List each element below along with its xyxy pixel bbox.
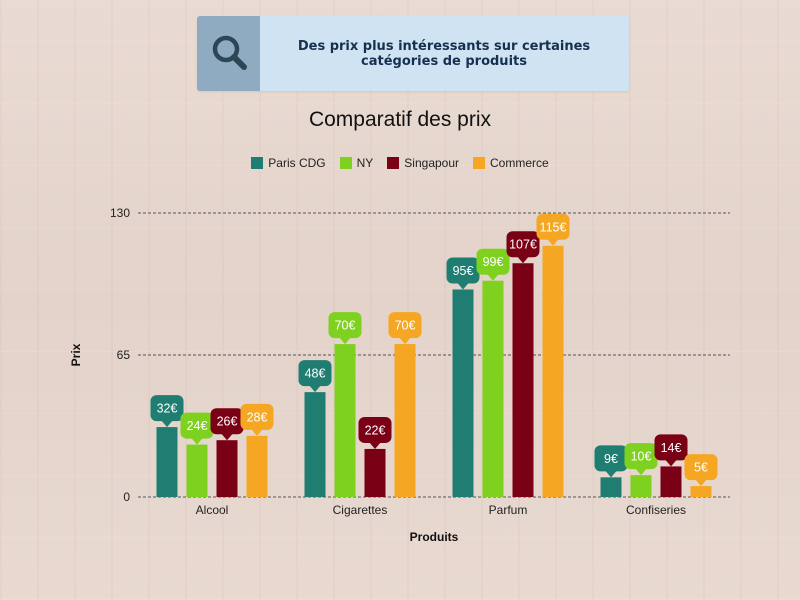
- data-label: 115€: [540, 220, 567, 234]
- data-label: 28€: [247, 410, 268, 424]
- data-label-pointer: [547, 238, 559, 246]
- chart-title: Comparatif des prix: [308, 108, 492, 131]
- data-label-bubble: [476, 248, 510, 275]
- data-label-pointer: [517, 256, 529, 264]
- data-label-pointer: [251, 428, 263, 436]
- bar: [660, 466, 682, 497]
- data-label-pointer: [695, 479, 707, 487]
- data-label-pointer: [191, 437, 203, 445]
- data-label-bubble: [624, 443, 658, 470]
- bar: [364, 448, 386, 497]
- bar: [600, 477, 622, 497]
- banner-icon-box: [197, 16, 260, 91]
- y-axis-title: Prix: [69, 343, 83, 366]
- legend-label: Paris CDG: [268, 156, 326, 170]
- legend-label: Singapour: [404, 156, 460, 170]
- legend-swatch: [473, 157, 486, 169]
- legend-item-paris-cdg[interactable]: Paris CDG: [251, 156, 326, 170]
- bar: [304, 392, 326, 497]
- data-label: 10€: [631, 450, 652, 464]
- data-label: 5€: [694, 461, 708, 475]
- bar: [542, 245, 564, 497]
- chart-legend: Paris CDG NY Singapour Commerce: [0, 156, 800, 170]
- banner-text: Des prix plus intéressants sur certaines…: [297, 38, 591, 69]
- data-label-pointer: [487, 273, 499, 281]
- data-label: 48€: [305, 367, 326, 381]
- data-label-bubble: [594, 445, 628, 472]
- data-label: 107€: [509, 238, 537, 252]
- data-label: 32€: [157, 402, 178, 416]
- data-label: 22€: [365, 423, 386, 437]
- bar: [394, 344, 416, 497]
- bar: [690, 486, 712, 497]
- y-tick-label: 130: [110, 206, 130, 220]
- bar: [246, 435, 268, 497]
- data-label: 24€: [187, 419, 208, 433]
- data-label-pointer: [665, 459, 677, 467]
- y-tick-label: 65: [117, 348, 131, 362]
- data-label-bubble: [240, 403, 274, 430]
- data-label-pointer: [309, 385, 321, 393]
- data-label: 70€: [335, 319, 356, 333]
- data-label-pointer: [399, 337, 411, 345]
- data-label-bubble: [684, 454, 718, 481]
- data-label-pointer: [457, 282, 469, 290]
- data-label-pointer: [221, 433, 233, 441]
- x-axis-title: Produits: [410, 530, 459, 544]
- data-label: 14€: [661, 441, 682, 455]
- bar: [186, 444, 208, 497]
- bar: [452, 289, 474, 497]
- x-tick-label: Alcool: [196, 503, 229, 517]
- data-label-pointer: [339, 337, 351, 345]
- data-label-pointer: [369, 441, 381, 449]
- legend-swatch: [387, 157, 400, 169]
- legend-swatch: [339, 157, 352, 169]
- bar: [630, 475, 652, 497]
- y-tick-label: 0: [123, 490, 130, 504]
- data-label-bubble: [536, 213, 570, 240]
- data-label-bubble: [180, 412, 214, 439]
- data-label-bubble: [328, 312, 362, 339]
- data-label: 9€: [604, 452, 618, 466]
- data-label-bubble: [298, 360, 332, 387]
- data-label-pointer: [161, 420, 173, 428]
- legend-item-singapour[interactable]: Singapour: [387, 156, 459, 170]
- data-label-bubble: [506, 231, 540, 258]
- x-tick-label: Cigarettes: [333, 503, 388, 517]
- info-banner: Des prix plus intéressants sur certaines…: [197, 16, 629, 91]
- data-label: 70€: [395, 319, 416, 333]
- data-label-pointer: [605, 470, 617, 478]
- data-label: 99€: [483, 255, 504, 269]
- x-tick-label: Parfum: [489, 503, 528, 517]
- bar: [216, 440, 238, 497]
- data-label-bubble: [654, 434, 688, 461]
- legend-item-commerce[interactable]: Commerce: [473, 156, 549, 170]
- legend-item-ny[interactable]: NY: [339, 156, 374, 170]
- legend-label: Commerce: [490, 156, 549, 170]
- bar: [512, 263, 534, 497]
- data-label-bubble: [446, 257, 480, 284]
- x-tick-label: Confiseries: [626, 503, 686, 517]
- data-label-bubble: [210, 408, 244, 435]
- data-label-bubble: [358, 416, 392, 443]
- bar: [334, 344, 356, 497]
- data-label: 95€: [453, 264, 474, 278]
- data-label-pointer: [635, 468, 647, 476]
- bar: [482, 280, 504, 497]
- bar: [156, 427, 178, 497]
- legend-swatch: [251, 157, 264, 169]
- magnifier-icon: [212, 35, 247, 70]
- legend-label: NY: [356, 156, 374, 170]
- data-label-bubble: [150, 395, 184, 422]
- data-label: 26€: [217, 415, 238, 429]
- data-label-bubble: [388, 312, 422, 339]
